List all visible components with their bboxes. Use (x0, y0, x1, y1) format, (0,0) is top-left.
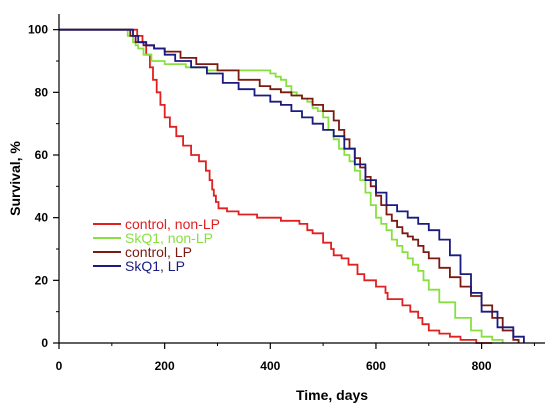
y-tick-label: 0 (41, 336, 48, 350)
x-tick-label: 600 (366, 359, 386, 373)
y-tick-label: 40 (35, 211, 49, 225)
plot-lines (59, 28, 525, 344)
series-line-1 (59, 28, 504, 343)
y-tick-label: 100 (28, 23, 48, 37)
y-tick-label: 20 (35, 273, 49, 287)
legend-label-3: SkQ1, LP (125, 258, 185, 274)
series-line-0 (59, 28, 493, 344)
y-tick-label: 80 (35, 85, 49, 99)
x-tick-label: 0 (56, 359, 63, 373)
legend-label-1: SkQ1, non-LP (125, 230, 213, 246)
x-tick-label: 800 (472, 359, 492, 373)
axis-ticks: 0 20 40 60 80 100 0 200 400 600 800 (28, 23, 535, 373)
legend-label-0: control, non-LP (125, 216, 220, 232)
legend-label-2: control, LP (125, 244, 192, 260)
series-line-3 (59, 28, 525, 343)
x-tick-label: 200 (155, 359, 175, 373)
axes (58, 14, 545, 344)
y-tick-label: 60 (35, 148, 49, 162)
y-axis-title: Survival, % (7, 141, 23, 216)
series-line-2 (59, 28, 520, 343)
x-tick-label: 400 (260, 359, 280, 373)
x-axis-title: Time, days (296, 387, 368, 403)
